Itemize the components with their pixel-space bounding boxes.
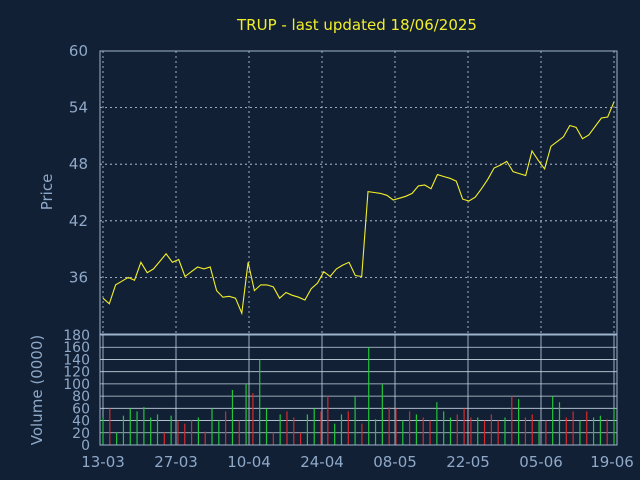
price-panel-frame — [99, 50, 618, 335]
volume-panel-frame — [99, 334, 618, 446]
x-tick-label: 10-04 — [227, 453, 271, 471]
x-tick-label: 24-04 — [300, 453, 344, 471]
price-grid — [100, 50, 617, 334]
volume-tick-label: 0 — [81, 438, 90, 454]
price-line-group — [102, 101, 615, 316]
volume-tick-label: 80 — [72, 389, 90, 405]
volume-tick-label: 160 — [63, 340, 90, 356]
x-tick-labels: 13-03 27-03 10-04 24-04 08-05 22-05 05-06 19-06 — [81, 453, 634, 471]
volume-bars — [102, 347, 615, 445]
volume-tick-label: 120 — [63, 365, 90, 381]
volume-tick-label: 140 — [63, 352, 90, 368]
x-tick-label: 22-05 — [446, 453, 490, 471]
x-tick-label: 27-03 — [154, 453, 198, 471]
price-tick-label: 60 — [69, 42, 88, 60]
x-tick-label: 05-06 — [519, 453, 563, 471]
x-tick-label: 13-03 — [81, 453, 125, 471]
price-line — [102, 101, 615, 316]
price-tick-label: 42 — [69, 212, 88, 230]
x-tick-label: 08-05 — [373, 453, 417, 471]
volume-tick-label: 60 — [72, 401, 90, 417]
price-tick-labels: 60 54 48 42 36 — [69, 42, 88, 286]
volume-tick-label: 100 — [63, 377, 90, 393]
price-tick-label: 48 — [69, 155, 88, 173]
price-tick-label: 54 — [69, 99, 88, 117]
volume-tick-label: 180 — [63, 328, 90, 344]
price-tick-label: 36 — [69, 268, 88, 286]
x-tick-label: 19-06 — [590, 453, 634, 471]
chart-title: TRUP - last updated 18/06/2025 — [236, 16, 477, 34]
volume-axis-label: Volume (0000) — [28, 335, 46, 445]
volume-grid — [100, 334, 617, 446]
price-axis-label: Price — [38, 174, 56, 211]
volume-tick-label: 40 — [72, 414, 90, 430]
volume-tick-label: 20 — [72, 426, 90, 442]
